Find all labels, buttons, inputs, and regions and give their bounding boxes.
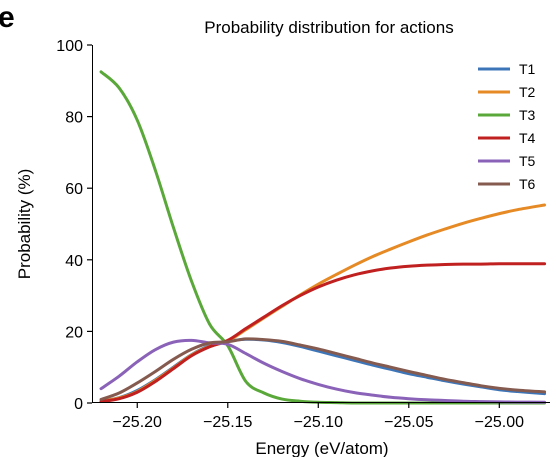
y-tick-label: 60 [65,181,83,198]
x-axis: −25.20 −25.15 −25.10 −25.05 −25.00 [113,403,524,431]
series-line-t1 [99,337,547,403]
legend-label-t4: T4 [519,130,536,146]
x-axis-label: Energy (eV/atom) [255,439,388,457]
series-line-t5 [99,338,547,404]
x-tick-label: −25.15 [203,414,252,431]
series-layer [99,70,547,405]
chart-title: Probability distribution for actions [204,18,453,37]
x-tick-label: −25.20 [113,414,162,431]
plot-frame-left [92,45,93,403]
plot-frame-bottom [92,402,550,403]
x-tick-label: −25.00 [475,414,524,431]
y-tick-label: 80 [65,110,83,127]
y-axis: 0 20 40 60 80 100 [56,38,92,413]
legend-label-t1: T1 [519,61,536,77]
y-tick-label: 0 [74,396,83,413]
x-tick-label: −25.10 [294,414,343,431]
legend: T1 T2 T3 T4 T5 T6 [478,61,536,192]
series-line-t6 [99,337,547,401]
panel-letter: e [0,1,15,34]
legend-label-t6: T6 [519,176,536,192]
series-line-t4 [99,262,547,404]
y-tick-label: 20 [65,324,83,341]
legend-label-t3: T3 [519,107,536,123]
x-tick-label: −25.05 [384,414,433,431]
legend-label-t2: T2 [519,84,536,100]
legend-label-t5: T5 [519,153,536,169]
y-tick-label: 100 [56,38,83,55]
y-axis-label: Probability (%) [15,169,34,280]
y-tick-label: 40 [65,253,83,270]
